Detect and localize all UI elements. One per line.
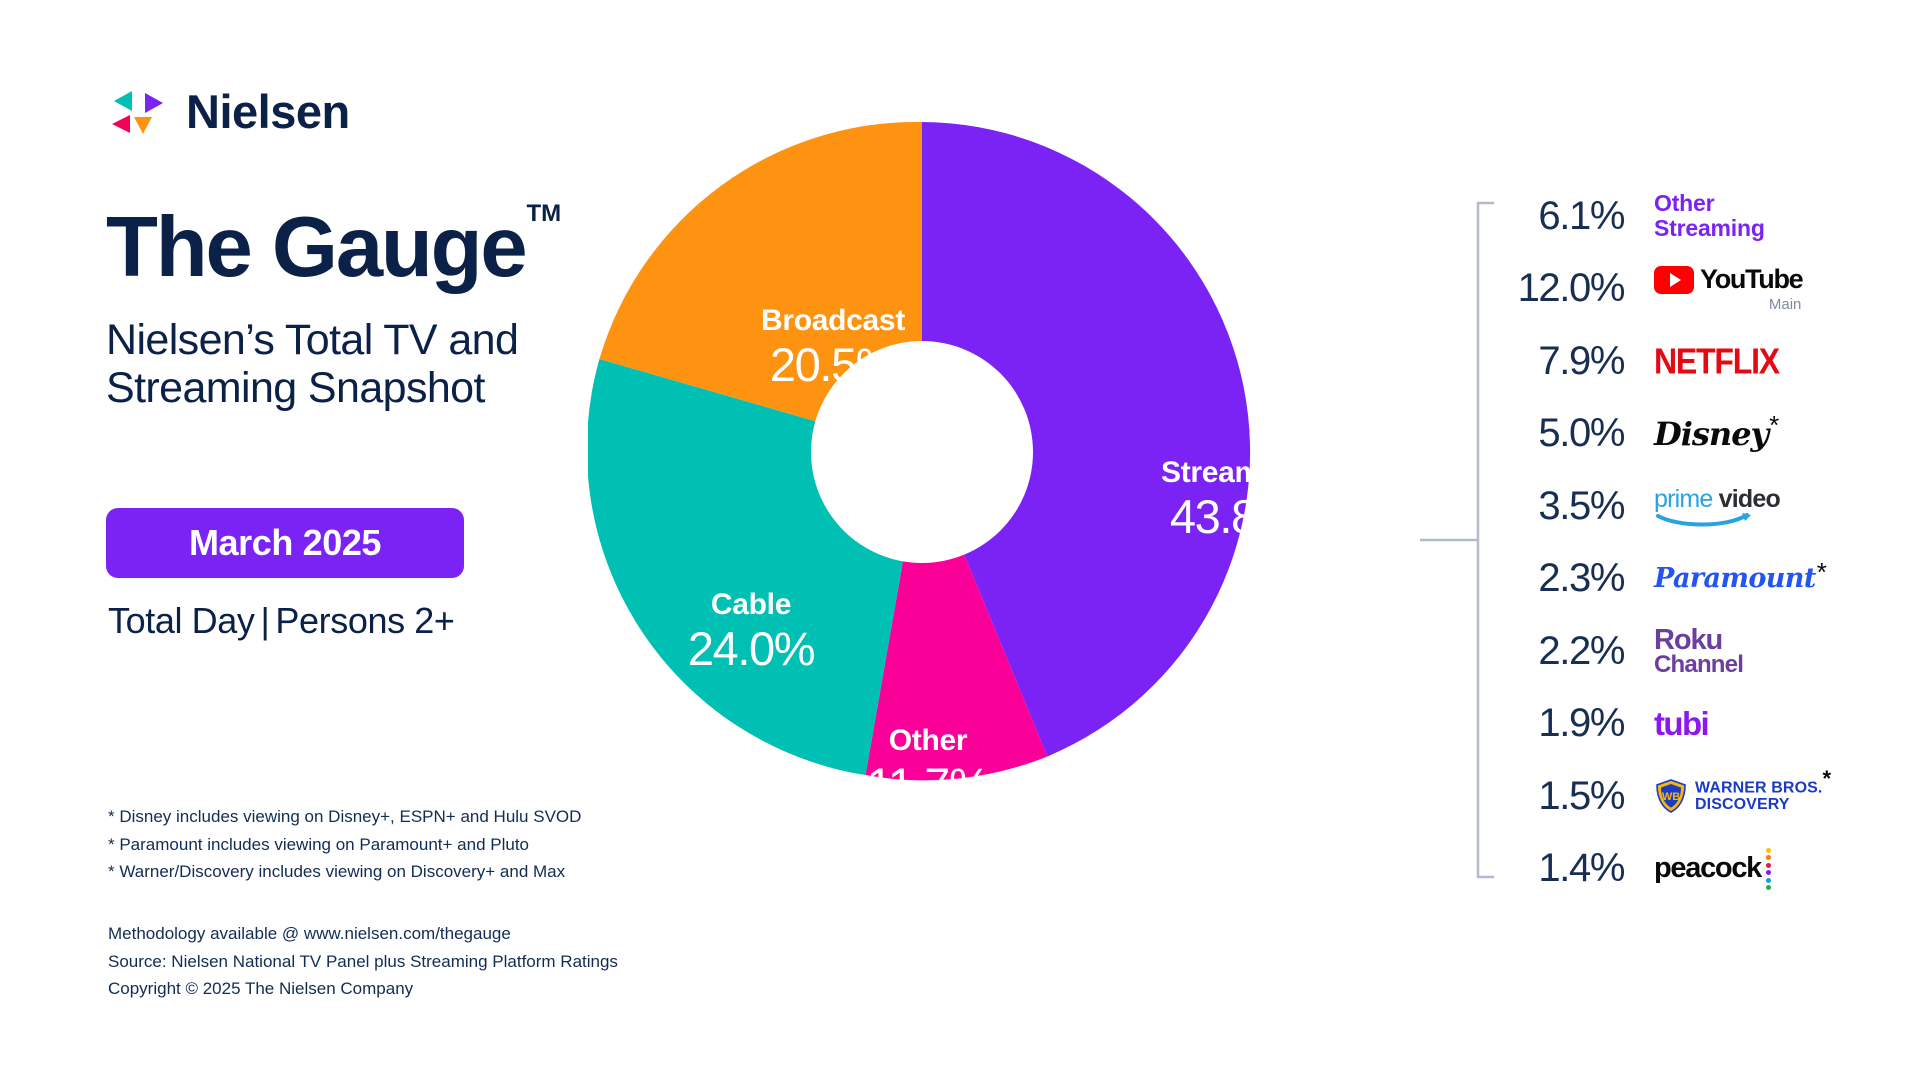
period-badge-label: March 2025 — [188, 522, 382, 563]
legend-row-warner-bros-discovery[interactable]: 1.5% WB WARNER BROS.* DISCOVERY — [1512, 760, 1912, 833]
footnotes: * Disney includes viewing on Disney+, ES… — [108, 803, 581, 886]
youtube-wordmark: YouTube — [1700, 264, 1804, 295]
svg-text:WB: WB — [1662, 791, 1680, 803]
trademark-symbol: TM — [526, 199, 562, 227]
tubi-icon: tubi — [1624, 692, 1912, 756]
source-line: Source: Nielsen National TV Panel plus S… — [108, 951, 618, 971]
footnote-disney: * Disney includes viewing on Disney+, ES… — [108, 807, 582, 826]
legend-row-paramount[interactable]: 2.3% Paramount * — [1512, 543, 1912, 616]
legend-row-roku-channel[interactable]: 2.2% Roku Channel — [1512, 615, 1912, 688]
legend-pct-paramount: 2.3% — [1538, 556, 1625, 601]
other-streaming-icon: Other Streaming — [1624, 184, 1912, 248]
nielsen-brand-lockup: Nielsen — [106, 88, 350, 135]
legend-pct-disney: 5.0% — [1538, 411, 1625, 456]
warner-bros-line-2: DISCOVERY — [1695, 795, 1790, 813]
video-word: video — [1718, 485, 1781, 514]
legend-row-tubi[interactable]: 1.9% tubi — [1512, 688, 1912, 761]
other-streaming-line-1: Other — [1654, 189, 1715, 216]
legend-pct-peacock: 1.4% — [1538, 846, 1625, 891]
warner-bros-shield-icon: WB — [1656, 779, 1686, 814]
source-metadata: Methodology available @ www.nielsen.com/… — [108, 920, 618, 1003]
donut-chart-svg — [588, 121, 1251, 781]
footnote-paramount: * Paramount includes viewing on Paramoun… — [108, 834, 530, 854]
left-info-panel: Nielsen The GaugeTM Nielsen’s Total TV a… — [106, 0, 746, 1080]
page-subtitle-line-1: Nielsen’s Total TV and — [106, 316, 519, 364]
bracket-spine — [1476, 201, 1494, 879]
peacock-feather-dots-icon — [1765, 847, 1771, 890]
roku-channel-icon: Roku Channel — [1624, 619, 1912, 683]
page-subtitle-line-2: Streaming Snapshot — [106, 364, 485, 413]
youtube-icon: YouTube Main — [1624, 257, 1912, 321]
page-subtitle: Nielsen’s Total TV and Streaming Snapsho… — [106, 316, 519, 413]
legend-row-peacock[interactable]: 1.4% peacock — [1512, 833, 1912, 906]
methodology-line: Methodology available @ www.nielsen.com/… — [108, 924, 511, 943]
peacock-wordmark: peacock — [1654, 852, 1762, 885]
legend-pct-tubi: 1.9% — [1538, 701, 1625, 746]
prime-video-icon: prime video — [1624, 474, 1912, 538]
slice-broadcast[interactable] — [599, 121, 922, 452]
legend-pct-warner-bros-discovery: 1.5% — [1538, 773, 1625, 818]
disney-asterisk: * — [1769, 409, 1780, 440]
persons-label: Persons 2+ — [275, 600, 455, 641]
legend-pct-prime-video: 3.5% — [1538, 483, 1625, 528]
legend-pct-roku-channel: 2.2% — [1538, 628, 1625, 673]
disney-wordmark: Disney — [1654, 414, 1769, 453]
paramount-icon: Paramount * — [1624, 547, 1912, 611]
donut-center-hole — [811, 341, 1033, 563]
streaming-breakout-bracket — [1420, 201, 1494, 879]
legend-pct-other-streaming: 6.1% — [1538, 193, 1625, 238]
donut-chart: Streaming 43.8% Broadcast 20.5% Cable 24… — [588, 118, 1305, 810]
warner-bros-discovery-icon: WB WARNER BROS.* DISCOVERY — [1624, 764, 1912, 828]
roku-wordmark: Roku — [1654, 623, 1723, 656]
daypart-label: Total Day — [108, 600, 255, 641]
disney-icon: Disney * — [1624, 402, 1912, 466]
amazon-smile-icon — [1656, 513, 1751, 527]
slice-streaming[interactable] — [922, 122, 1251, 757]
period-badge[interactable]: March 2025 — [106, 508, 464, 578]
paramount-wordmark: Paramount — [1654, 563, 1816, 595]
page-title: The GaugeTM — [106, 201, 561, 290]
legend-pct-netflix: 7.9% — [1538, 338, 1625, 383]
netflix-icon: NETFLIX — [1624, 329, 1912, 393]
youtube-sublabel: Main — [1768, 296, 1802, 314]
legend-row-prime-video[interactable]: 3.5% prime video — [1512, 470, 1912, 543]
paramount-asterisk: * — [1816, 557, 1827, 588]
footnote-warner: * Warner/Discovery includes viewing on D… — [108, 862, 566, 882]
other-streaming-line-2: Streaming — [1654, 215, 1765, 242]
streaming-breakout-legend: 6.1% Other Streaming 12.0% YouTube Main — [1512, 180, 1912, 905]
page-title-text: The Gauge — [106, 200, 528, 295]
roku-channel-sublabel: Channel — [1654, 650, 1744, 678]
netflix-wordmark: NETFLIX — [1654, 340, 1780, 381]
prime-word: prime — [1654, 485, 1713, 514]
legend-row-netflix[interactable]: 7.9% NETFLIX — [1512, 325, 1912, 398]
copyright-line: Copyright © 2025 The Nielsen Company — [108, 979, 414, 999]
legend-row-other-streaming[interactable]: 6.1% Other Streaming — [1512, 180, 1912, 253]
warner-bros-line-1: WARNER BROS.* — [1695, 765, 1832, 797]
legend-pct-youtube: 12.0% — [1517, 266, 1626, 311]
nielsen-triangles-logo-icon — [112, 90, 163, 134]
warner-asterisk: * — [1822, 765, 1832, 791]
legend-row-youtube[interactable]: 12.0% YouTube Main — [1512, 253, 1912, 326]
peacock-icon: peacock — [1624, 837, 1912, 901]
legend-row-disney[interactable]: 5.0% Disney * — [1512, 398, 1912, 471]
demographic-separator: | — [260, 600, 270, 641]
tubi-wordmark: tubi — [1654, 704, 1710, 742]
youtube-play-icon — [1654, 265, 1694, 294]
nielsen-wordmark: Nielsen — [186, 85, 350, 138]
demographic-line: Total Day | Persons 2+ — [108, 600, 455, 642]
